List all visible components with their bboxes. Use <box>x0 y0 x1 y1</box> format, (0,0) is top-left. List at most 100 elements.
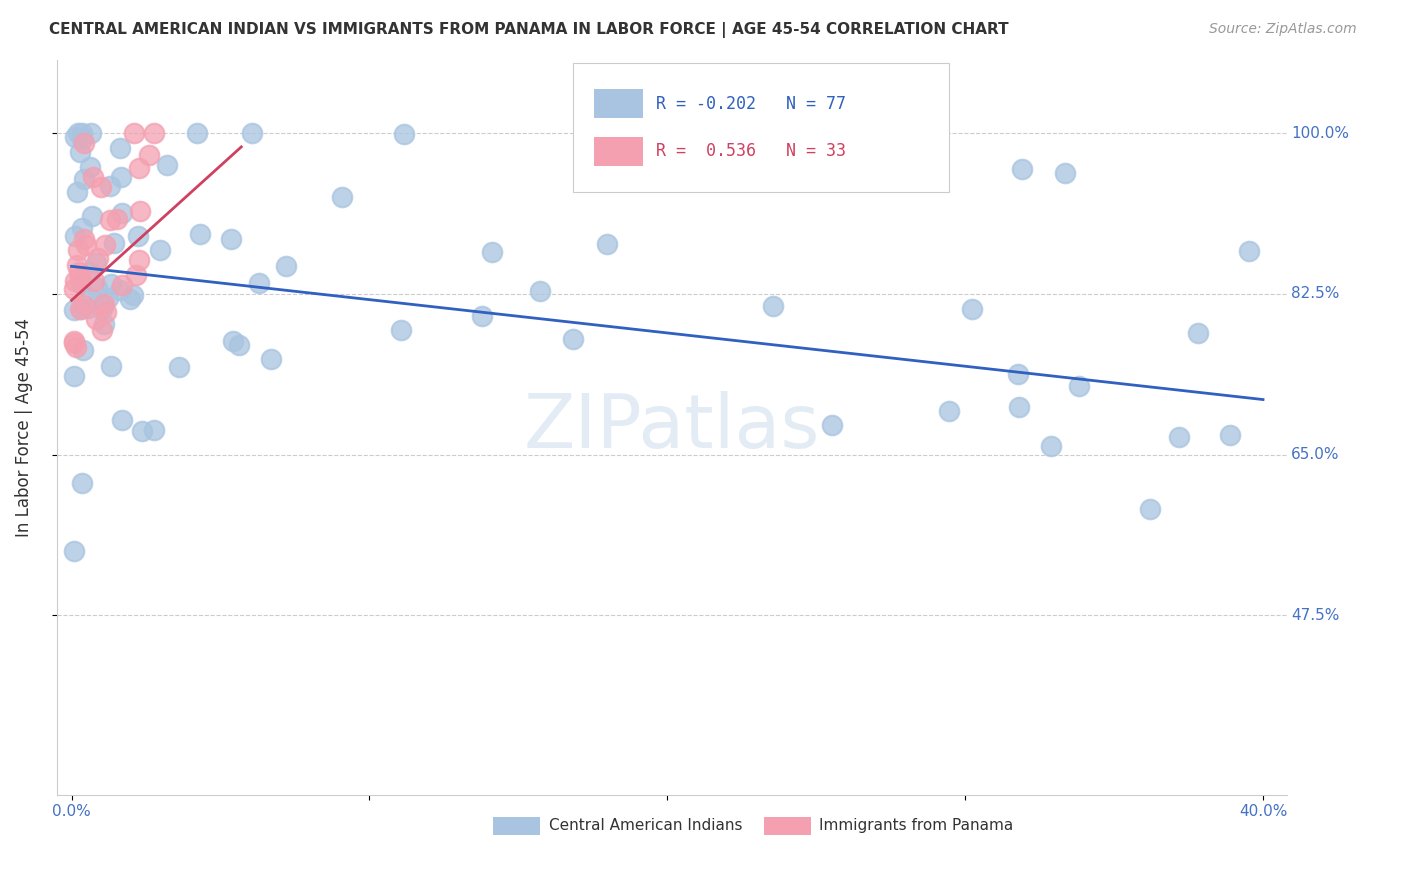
Point <box>129 204 152 219</box>
Point <box>72 475 94 490</box>
Point <box>72 343 94 357</box>
Point <box>63 282 86 296</box>
Point <box>128 252 150 267</box>
Point <box>96 305 118 319</box>
Point <box>98 178 121 193</box>
Point <box>67 265 90 279</box>
Point <box>63 336 86 351</box>
Point <box>149 243 172 257</box>
Point <box>75 238 97 252</box>
Point <box>87 252 110 266</box>
FancyBboxPatch shape <box>763 817 811 835</box>
Point <box>481 245 503 260</box>
Point <box>1054 166 1077 180</box>
Point <box>389 323 412 337</box>
Point <box>98 213 121 227</box>
Text: 47.5%: 47.5% <box>1291 608 1340 623</box>
Point <box>94 238 117 252</box>
Point <box>156 157 179 171</box>
Y-axis label: In Labor Force | Age 45-54: In Labor Force | Age 45-54 <box>15 318 32 537</box>
Point <box>70 132 93 146</box>
Point <box>762 300 785 314</box>
Point <box>67 126 90 140</box>
Point <box>66 258 89 272</box>
Point <box>63 229 86 244</box>
Point <box>186 126 208 140</box>
Point <box>100 277 122 292</box>
Point <box>69 302 91 317</box>
Point <box>111 278 134 293</box>
FancyBboxPatch shape <box>595 89 644 119</box>
Point <box>138 148 160 162</box>
Point <box>110 141 132 155</box>
Point <box>128 161 150 175</box>
Point <box>1069 379 1091 393</box>
Point <box>73 232 96 246</box>
Point <box>562 332 585 346</box>
Point <box>111 205 134 219</box>
Point <box>72 126 94 140</box>
Point <box>1008 400 1031 414</box>
Point <box>938 404 960 418</box>
Point <box>529 285 551 299</box>
Point <box>93 297 115 311</box>
Text: 82.5%: 82.5% <box>1291 286 1340 301</box>
Point <box>83 274 105 288</box>
Point <box>86 281 108 295</box>
Point <box>97 291 120 305</box>
Point <box>66 185 89 199</box>
Point <box>1219 427 1241 442</box>
Point <box>91 323 114 337</box>
Point <box>962 302 984 317</box>
Point <box>63 543 86 558</box>
Point <box>821 417 844 432</box>
Text: Source: ZipAtlas.com: Source: ZipAtlas.com <box>1209 22 1357 37</box>
Point <box>80 292 103 306</box>
Point <box>110 169 132 184</box>
Text: Central American Indians: Central American Indians <box>548 818 742 833</box>
Point <box>131 424 153 438</box>
Point <box>79 264 101 278</box>
Point <box>111 413 134 427</box>
Point <box>80 209 103 223</box>
Point <box>240 126 263 140</box>
FancyBboxPatch shape <box>494 817 540 835</box>
Point <box>392 127 415 141</box>
Point <box>100 359 122 373</box>
Point <box>118 292 141 306</box>
Point <box>122 288 145 302</box>
Point <box>105 211 128 226</box>
FancyBboxPatch shape <box>574 63 949 192</box>
Point <box>93 317 115 331</box>
Point <box>219 232 242 246</box>
Point <box>274 259 297 273</box>
Point <box>471 310 494 324</box>
Text: 100.0%: 100.0% <box>1291 126 1350 141</box>
Text: R = -0.202   N = 77: R = -0.202 N = 77 <box>655 95 846 112</box>
Point <box>108 283 131 297</box>
Point <box>69 301 91 316</box>
Point <box>1007 367 1029 381</box>
Point <box>63 274 86 288</box>
Point <box>122 126 145 140</box>
Point <box>1011 161 1033 176</box>
Point <box>73 136 96 150</box>
Point <box>63 369 86 384</box>
Text: R =  0.536   N = 33: R = 0.536 N = 33 <box>655 143 846 161</box>
Point <box>259 352 281 367</box>
Point <box>82 169 104 184</box>
Text: CENTRAL AMERICAN INDIAN VS IMMIGRANTS FROM PANAMA IN LABOR FORCE | AGE 45-54 COR: CENTRAL AMERICAN INDIAN VS IMMIGRANTS FR… <box>49 22 1010 38</box>
Point <box>228 338 250 352</box>
Point <box>63 303 86 318</box>
Point <box>143 423 166 437</box>
Point <box>63 129 86 144</box>
Point <box>65 340 87 354</box>
Point <box>1168 430 1191 444</box>
Point <box>330 190 353 204</box>
Point <box>76 301 98 315</box>
Point <box>90 301 112 316</box>
Point <box>63 334 86 348</box>
Point <box>69 145 91 159</box>
Point <box>125 268 148 282</box>
Point <box>91 298 114 312</box>
